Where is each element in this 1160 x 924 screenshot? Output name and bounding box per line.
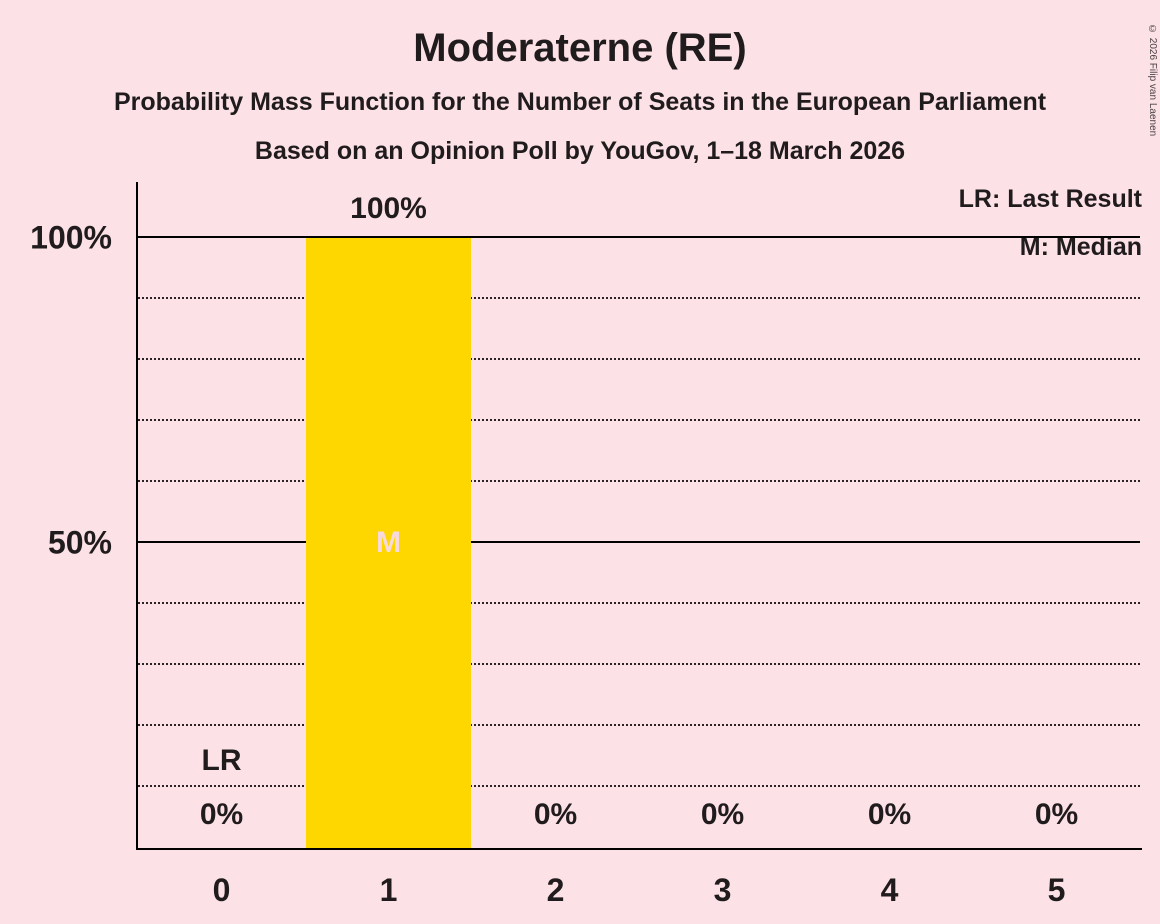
legend-entry-last-result: LR: Last Result	[958, 185, 1142, 213]
x-axis-line	[136, 848, 1142, 850]
plot-area: 0% 100% 0% 0% 0% 0% LR M	[138, 192, 1140, 848]
value-label: 0%	[867, 798, 912, 831]
y-axis-labels: 100% 50%	[0, 220, 124, 848]
x-tick-label: 2	[546, 872, 565, 908]
gridline-solid	[138, 236, 1140, 238]
y-axis-line	[136, 182, 138, 848]
x-tick-label: 3	[713, 872, 732, 908]
chart-poll-note: Based on an Opinion Poll by YouGov, 1–18…	[254, 137, 906, 165]
gridline-solid	[138, 541, 1140, 543]
chart-title: Moderaterne (RE)	[413, 26, 747, 70]
last-result-annotation: LR	[201, 744, 242, 777]
x-axis-labels: 0 1 2 3 4 5	[138, 872, 1140, 916]
gridline-dotted	[138, 480, 1140, 482]
x-tick-label: 4	[880, 872, 899, 908]
x-tick-label: 1	[379, 872, 398, 908]
value-label: 0%	[199, 798, 244, 831]
gridline-dotted	[138, 724, 1140, 726]
gridline-dotted	[138, 297, 1140, 299]
gridline-dotted	[138, 358, 1140, 360]
y-tick-label: 100%	[30, 219, 112, 256]
value-label: 0%	[1034, 798, 1079, 831]
copyright-notice: © 2026 Filip van Laenen	[1147, 24, 1158, 137]
y-tick-label: 50%	[47, 524, 112, 561]
gridline-dotted	[138, 602, 1140, 604]
value-label: 100%	[350, 192, 427, 225]
chart-subtitle: Probability Mass Function for the Number…	[113, 88, 1047, 116]
value-label: 0%	[700, 798, 745, 831]
x-tick-label: 0	[212, 872, 231, 908]
gridline-dotted	[138, 785, 1140, 787]
median-annotation: M	[376, 526, 401, 559]
gridline-dotted	[138, 419, 1140, 421]
value-label: 0%	[533, 798, 578, 831]
gridline-dotted	[138, 663, 1140, 665]
x-tick-label: 5	[1047, 872, 1066, 908]
probability-bar	[306, 238, 471, 848]
